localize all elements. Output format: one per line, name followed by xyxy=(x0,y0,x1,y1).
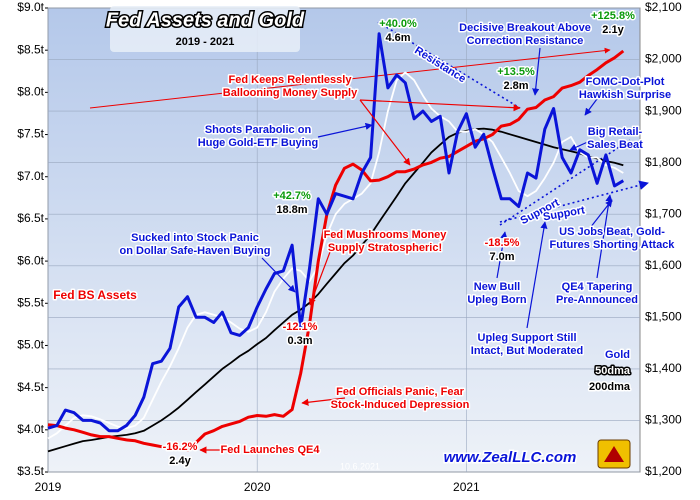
annotation: Fed Mushrooms Money xyxy=(324,229,448,241)
x-tick-label: 2020 xyxy=(244,480,271,494)
series-line xyxy=(47,71,624,440)
x-tick-label: 2019 xyxy=(35,480,62,494)
chart-title: Fed Assets and Gold xyxy=(106,9,305,31)
y-tick-label: $7.0t xyxy=(17,169,44,183)
title-box xyxy=(110,6,300,52)
y-tick-label: $7.5t xyxy=(17,127,44,141)
annotation: Big Retail- xyxy=(588,126,643,138)
move-duration: 2.4y xyxy=(169,455,191,467)
annotation: Ballooning Money Supply xyxy=(223,87,358,99)
trend-lines xyxy=(89,21,649,226)
legend-entry: Fed BS Assets xyxy=(53,288,137,302)
chart-subtitle: 2019 - 2021 xyxy=(176,36,235,48)
annotation: Sucked into Stock Panic xyxy=(131,232,259,244)
arrow xyxy=(569,139,593,151)
move-change: +125.8% xyxy=(591,10,635,22)
legend-entry: 50dma xyxy=(595,365,631,377)
arrow xyxy=(526,221,548,329)
y-tick-label: $9.0t xyxy=(17,0,44,14)
y-tick-label: $4.5t xyxy=(17,380,44,394)
y2-tick-label: $1,600 xyxy=(645,258,682,272)
arrow xyxy=(359,99,521,112)
legend-entry: Gold xyxy=(605,349,630,361)
plot-area xyxy=(47,7,641,473)
y-tick-label: $8.0t xyxy=(17,85,44,99)
annotation: Futures Shorting Attack xyxy=(550,239,676,251)
series-line xyxy=(47,32,625,433)
move-duration: 4.6m xyxy=(385,32,410,44)
arrow xyxy=(584,94,601,116)
logo-mark xyxy=(604,446,624,462)
annotation: Fed Officials Panic, Fear xyxy=(336,386,464,398)
annotation: Shoots Parabolic on xyxy=(205,124,312,136)
support-line xyxy=(499,180,649,223)
y2-tick-label: $1,300 xyxy=(645,413,682,427)
y-tick-label: $3.5t xyxy=(17,464,44,478)
annotation: Supply Stratospheric! xyxy=(328,242,442,254)
series-line xyxy=(47,49,625,452)
series-line xyxy=(47,127,624,453)
annotation: FOMC-Dot-Plot xyxy=(586,76,665,88)
move-duration: 18.8m xyxy=(276,204,307,216)
move-duration: 0.3m xyxy=(287,335,312,347)
annotation: Intact, But Moderated xyxy=(471,345,583,357)
arrow xyxy=(359,99,411,166)
arrow xyxy=(532,47,541,96)
y2-tick-label: $1,400 xyxy=(645,361,682,375)
y2-tick-label: $1,900 xyxy=(645,103,682,117)
series-lines xyxy=(47,32,625,453)
y2-tick-label: $1,500 xyxy=(645,310,682,324)
arrows xyxy=(199,47,613,454)
x-tick-label: 2021 xyxy=(453,480,480,494)
arrow xyxy=(596,194,613,279)
annotation: Decisive Breakout Above xyxy=(459,22,591,34)
y2-tick-label: $1,800 xyxy=(645,155,682,169)
date-stamp: 10.6.2021 xyxy=(340,461,380,471)
move-duration: 2.8m xyxy=(503,80,528,92)
annotation: Upleg Support Still xyxy=(478,332,577,344)
trend-arrow xyxy=(89,47,611,109)
annotation: Huge Gold-ETF Buying xyxy=(198,137,318,149)
y2-tick-label: $2,000 xyxy=(645,52,682,66)
annotation: Correction Resistance xyxy=(467,35,584,47)
y-tick-label: $6.0t xyxy=(17,253,44,267)
annotation: on Dollar Safe-Haven Buying xyxy=(120,245,271,257)
arrow xyxy=(261,257,296,293)
y2-tick-label: $1,200 xyxy=(645,464,682,478)
y-tick-label: $6.5t xyxy=(17,211,44,225)
arrow xyxy=(317,122,373,138)
grid xyxy=(45,7,640,473)
annotation: Sales Beat xyxy=(587,139,643,151)
annotation: Stock-Induced Depression xyxy=(331,399,470,411)
move-duration: 7.0m xyxy=(489,251,514,263)
annotation: QE4 Tapering xyxy=(562,281,633,293)
y-tick-label: $4.0t xyxy=(17,422,44,436)
arrow xyxy=(308,251,331,306)
website: www.ZealLLC.com xyxy=(444,449,577,466)
annotation: Upleg Born xyxy=(467,294,527,306)
annotation: Fed Launches QE4 xyxy=(220,444,320,456)
move-change: +42.7% xyxy=(273,190,311,202)
move-change: -12.1% xyxy=(283,321,318,333)
legend-entry: 200dma xyxy=(589,381,631,393)
annotation: Pre-Announced xyxy=(556,294,638,306)
y2-tick-label: $1,700 xyxy=(645,206,682,220)
move-change: +13.5% xyxy=(497,66,535,78)
move-change: +40.0% xyxy=(379,18,417,30)
annotation: US Jobs Beat, Gold- xyxy=(559,226,665,238)
y-tick-label: $8.5t xyxy=(17,42,44,56)
move-duration: 2.1y xyxy=(602,24,624,36)
y-tick-label: $5.5t xyxy=(17,295,44,309)
arrow xyxy=(496,231,508,279)
arrow xyxy=(301,397,346,406)
move-change: -18.5% xyxy=(485,237,520,249)
annotation: New Bull xyxy=(474,281,520,293)
y-tick-label: $5.0t xyxy=(17,338,44,352)
move-change: -16.2% xyxy=(163,441,198,453)
support-line xyxy=(499,139,631,226)
annotation: Hawkish Surprise xyxy=(579,89,671,101)
y2-tick-label: $2,100 xyxy=(645,0,682,14)
annotation: Fed Keeps Relentlessly xyxy=(229,74,353,86)
